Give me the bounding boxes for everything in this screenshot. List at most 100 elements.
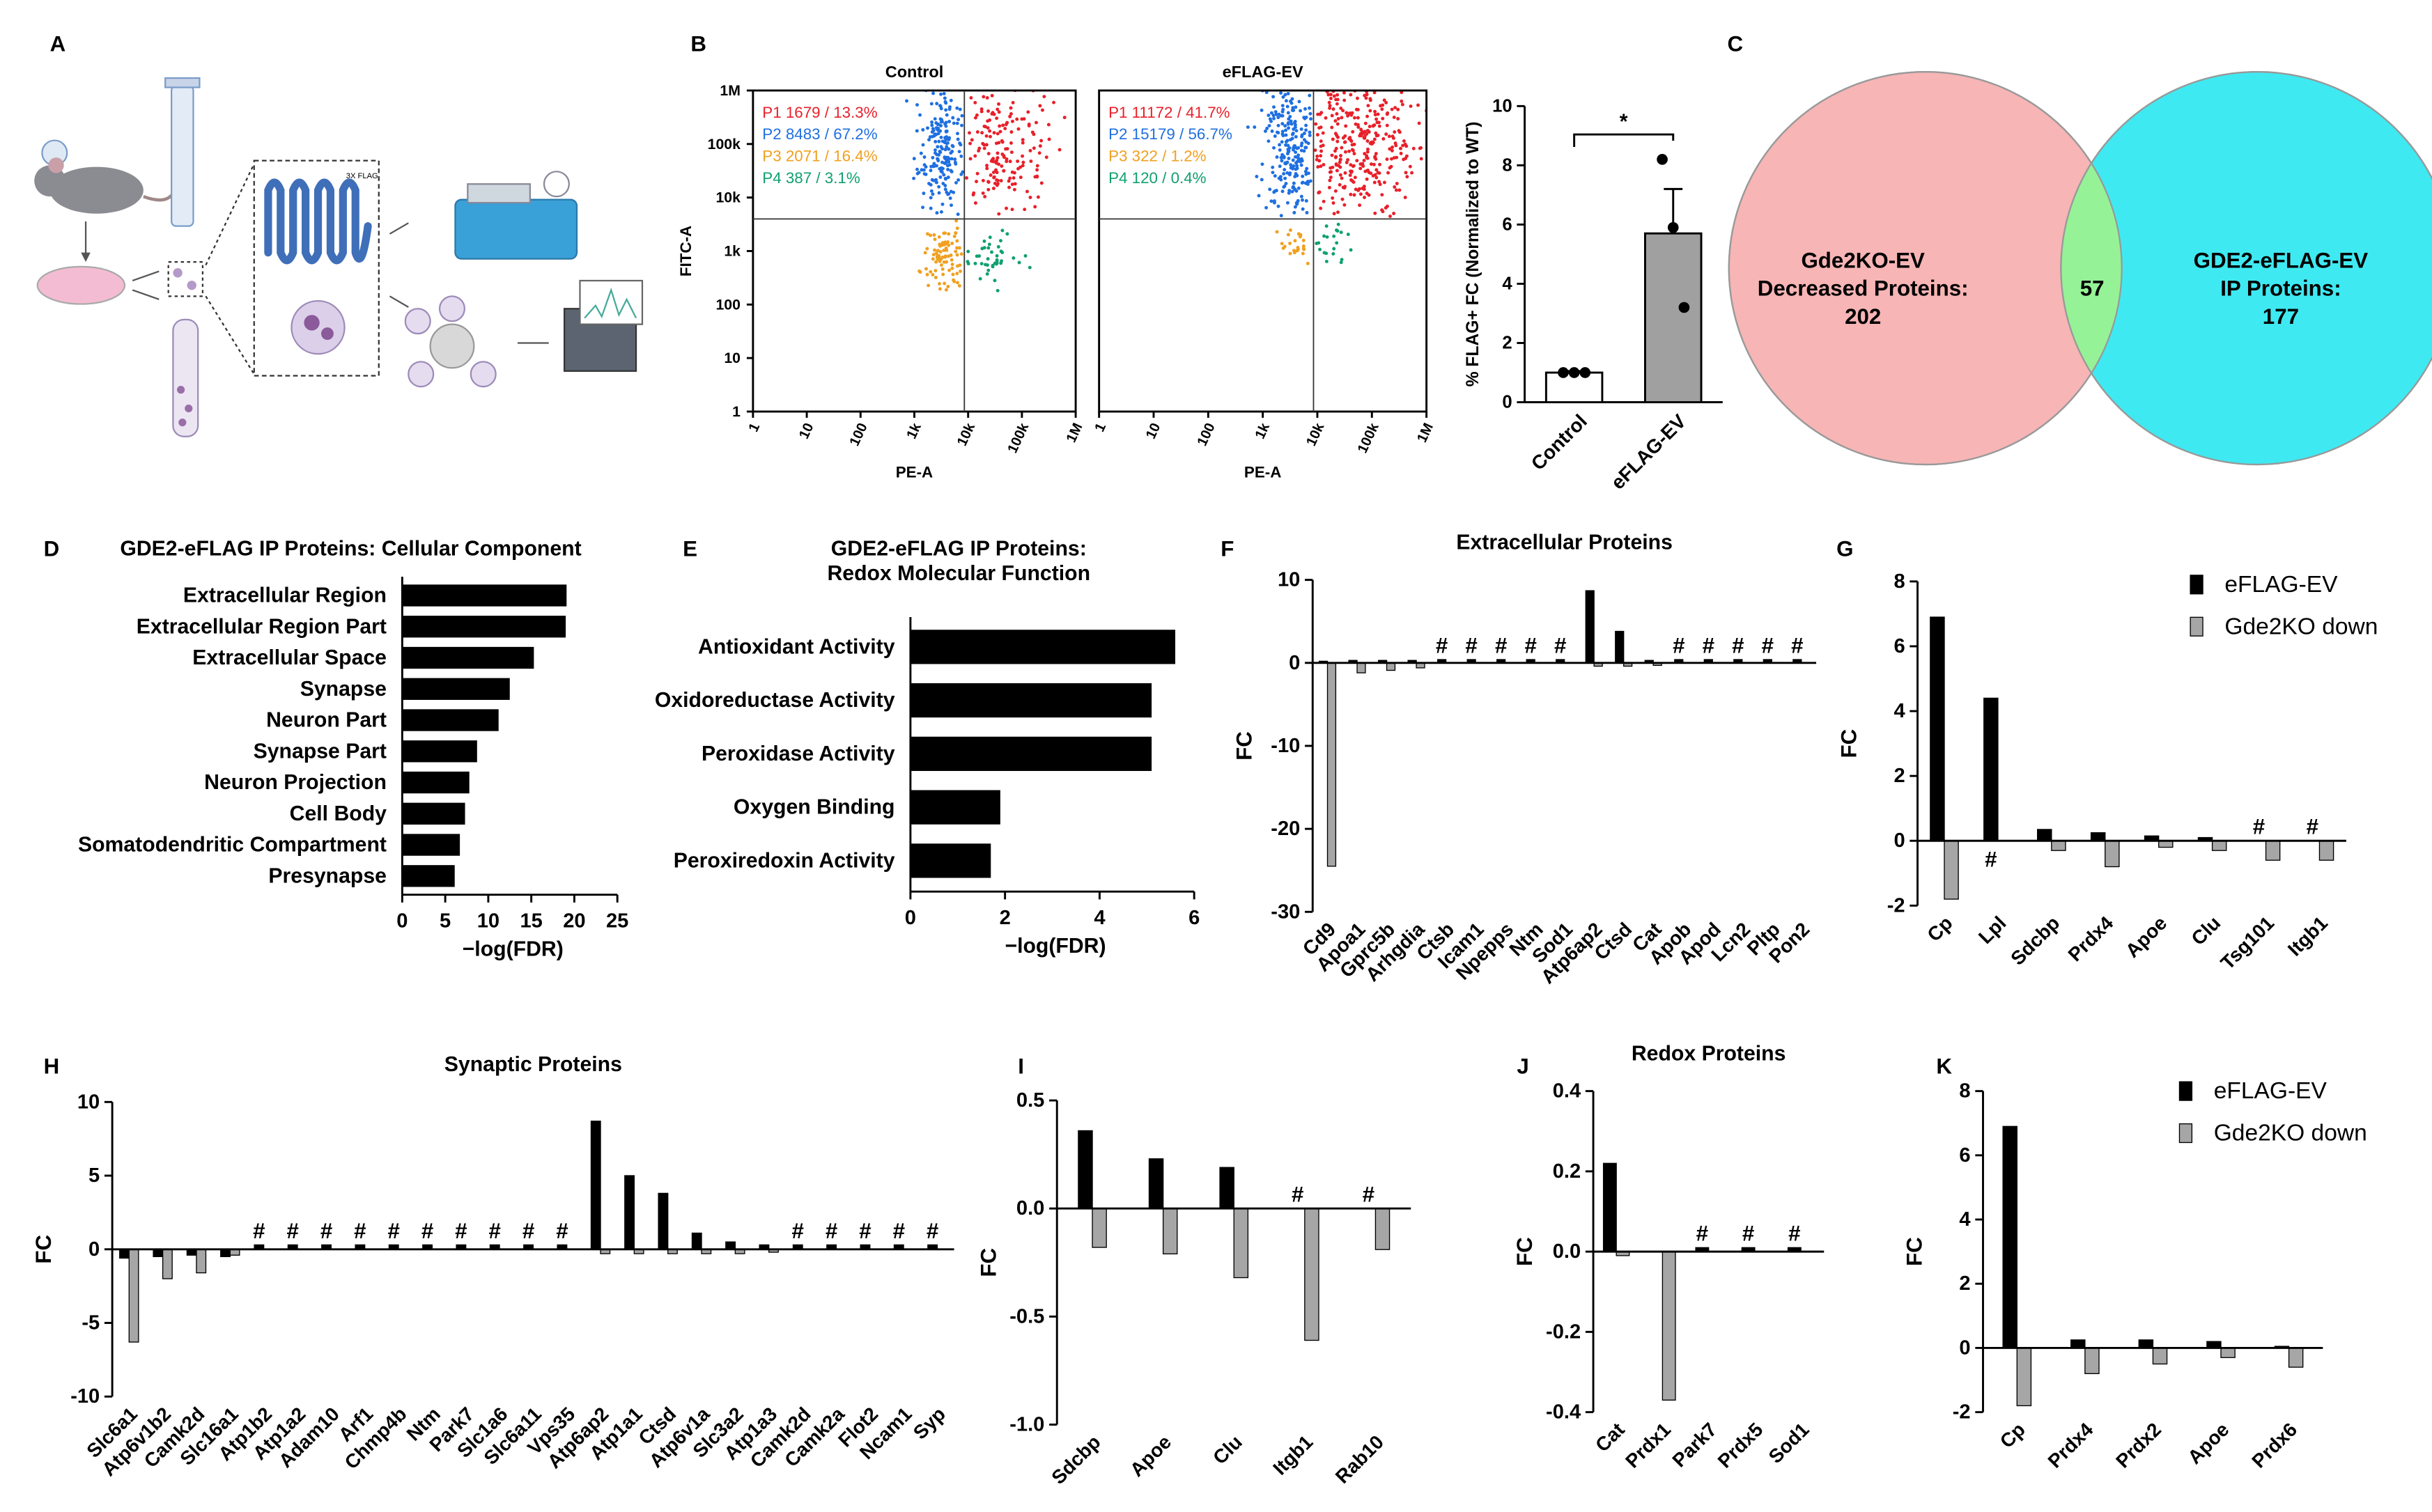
cell-dot [1373, 173, 1377, 177]
cell-dot [1008, 159, 1012, 164]
cell-dot [968, 131, 971, 135]
cell-dot [1403, 142, 1407, 146]
cell-dot [959, 172, 963, 176]
cell-dot [940, 202, 945, 206]
cell-dot [979, 109, 984, 114]
y-tick-label: 100k [708, 136, 741, 153]
cell-dot [1021, 141, 1025, 145]
cell-dot [945, 190, 949, 194]
cell-dot [937, 185, 941, 189]
cell-dot [1271, 165, 1275, 169]
cell-dot [1308, 93, 1312, 98]
annotation: # [522, 1219, 534, 1243]
cell-dot [923, 251, 927, 255]
cell-dot [1296, 186, 1301, 190]
cell-dot [1264, 205, 1269, 210]
cell-dot [1042, 95, 1046, 99]
cell-dot [1303, 116, 1307, 120]
cell-dot [1335, 241, 1339, 245]
cell-dot [1013, 182, 1017, 186]
cell-dot [1280, 140, 1284, 144]
cell-dot [934, 276, 938, 279]
cell-dot [1335, 112, 1339, 116]
cell-dot [1012, 171, 1016, 175]
cell-dot [1344, 150, 1347, 154]
cell-dot [1418, 146, 1422, 150]
annotation: # [1292, 1183, 1303, 1207]
cell-dot [1292, 108, 1296, 112]
cell-dot [1363, 196, 1367, 199]
bar [1356, 662, 1366, 673]
cell-dot [946, 285, 950, 288]
y-tick-label: 6 [1502, 215, 1512, 234]
cell-dot [1279, 214, 1283, 218]
cell-dot [922, 168, 926, 172]
category-label: Oxygen Binding [734, 796, 895, 819]
cell-dot [1272, 116, 1276, 120]
cell-dot [1400, 99, 1404, 103]
cell-dot [915, 171, 920, 176]
cell-dot [1280, 189, 1285, 194]
cell-dot [1285, 201, 1289, 205]
bar [162, 1249, 173, 1279]
data-point [1678, 302, 1690, 313]
bar [1092, 1208, 1107, 1248]
cell-dot [975, 180, 979, 184]
cell-dot [1365, 177, 1369, 181]
instrument-arm [543, 171, 570, 198]
cell-dot [1404, 171, 1408, 175]
cell-dot [943, 100, 947, 104]
venn-overlap-count: 57 [2080, 276, 2105, 301]
cell-dot [926, 232, 929, 236]
bar [402, 834, 460, 856]
cell-dot [1388, 147, 1392, 151]
cell-cloud-group [905, 90, 1067, 293]
bar [1602, 1162, 1617, 1252]
cell-dot [1023, 208, 1027, 212]
cell-dot [1298, 235, 1302, 239]
bar [402, 740, 477, 763]
cell-dot [995, 258, 999, 262]
cell-dot [1283, 161, 1287, 165]
cell-dot [1021, 164, 1025, 168]
cell-dot [1299, 127, 1303, 131]
cell-dot [1334, 98, 1338, 102]
cell-dot [1378, 182, 1382, 187]
annotation: # [1673, 633, 1684, 657]
cell-dot [1393, 130, 1397, 134]
cell-dot [937, 153, 941, 157]
cell-dot [1335, 122, 1340, 126]
cell-dot [985, 164, 989, 168]
cell-dot [1058, 148, 1062, 152]
cell-dot [1028, 196, 1032, 199]
cell-dot [1291, 158, 1295, 162]
cell-dot [1270, 129, 1274, 133]
cell-dot [931, 272, 935, 276]
cell-dot [1257, 194, 1261, 198]
cell-dot [1368, 125, 1372, 129]
cell-dot [1285, 104, 1289, 109]
ev [178, 419, 187, 427]
cell-dot [955, 239, 959, 243]
cell-dot [991, 111, 995, 115]
bar [2051, 840, 2066, 851]
bar [2288, 1347, 2304, 1368]
cell-dot [994, 168, 998, 172]
cell-dot [1357, 187, 1361, 191]
annotation: # [1742, 1222, 1754, 1246]
bar [196, 1249, 207, 1274]
cell-dot [929, 164, 934, 169]
cell-dot [1396, 116, 1400, 120]
cell-dot [1267, 124, 1271, 127]
y-tick-label: 6 [1893, 635, 1905, 657]
cell-dot [939, 145, 943, 149]
cell-dot [1376, 171, 1380, 175]
cell-dot [1376, 112, 1380, 116]
x-tick-label: 10 [477, 910, 499, 933]
cell-dot [996, 132, 1000, 136]
annotation: # [1791, 633, 1803, 657]
y-axis-label: FITC-A [677, 226, 695, 276]
cell-dot [985, 96, 989, 100]
cell-dot [957, 150, 961, 154]
cell-dot [973, 261, 977, 265]
